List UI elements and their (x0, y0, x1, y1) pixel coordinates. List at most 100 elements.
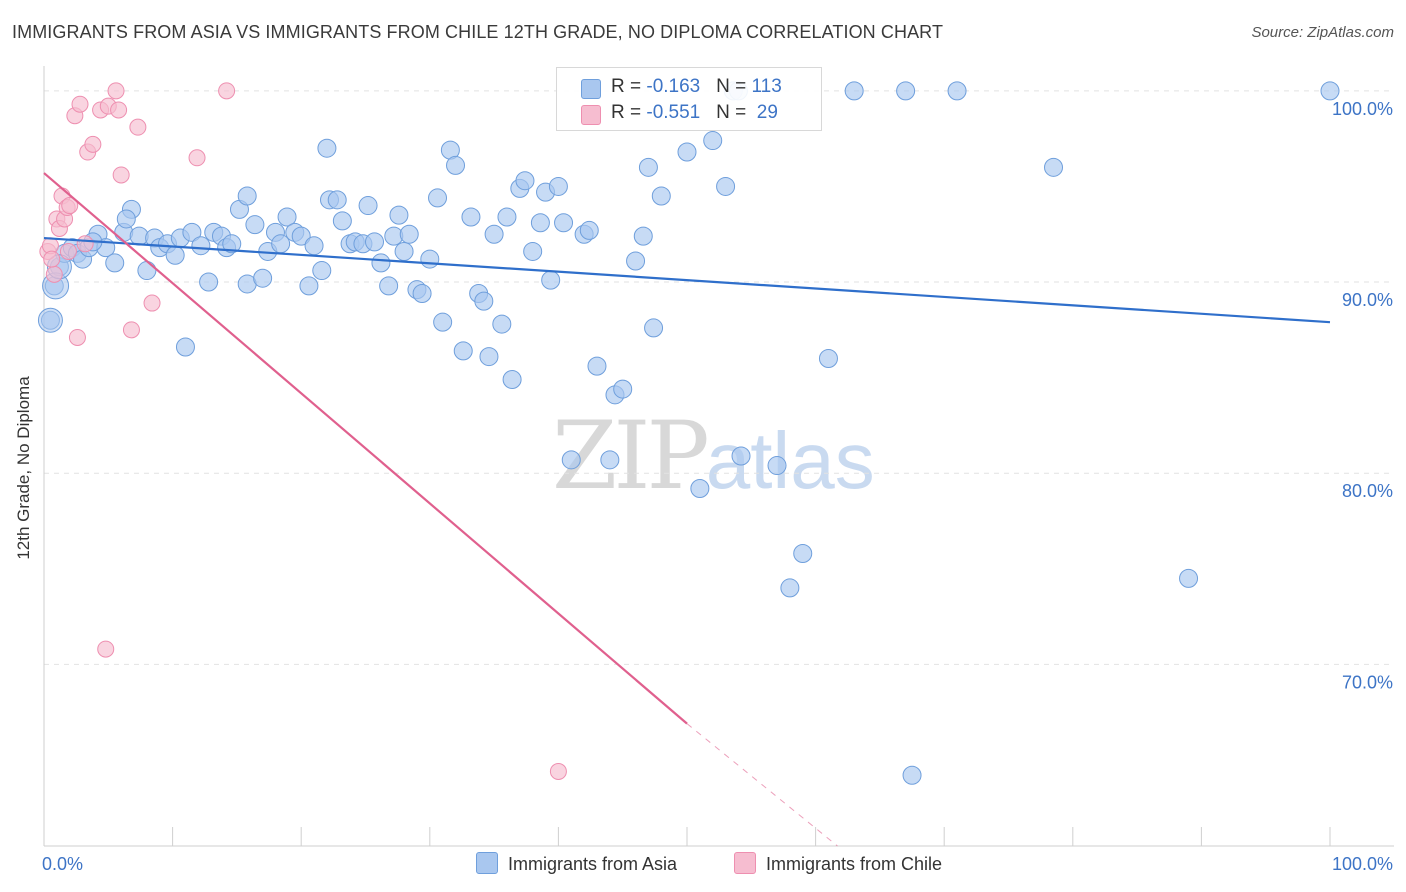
asia-point (165, 245, 185, 265)
asia-point (332, 211, 352, 231)
asia-point (479, 347, 499, 367)
asia-point (947, 81, 967, 101)
chile-point (218, 82, 236, 100)
asia-point (428, 188, 448, 208)
asia-point (1044, 157, 1064, 177)
asia-trend-line (43, 236, 1331, 324)
chile-point (76, 235, 94, 253)
bottom-legend-label-chile: Immigrants from Chile (766, 854, 943, 874)
asia-point (389, 205, 409, 225)
asia-point (358, 196, 378, 216)
asia-point (379, 276, 399, 296)
legend-asia-r-label: R = (611, 76, 647, 97)
bottom-legend-label-asia: Immigrants from Asia (508, 854, 678, 874)
legend-swatch-asia (581, 79, 601, 99)
asia-point (638, 157, 658, 177)
asia-point (902, 765, 922, 785)
asia-point (253, 268, 273, 288)
asia-point (182, 222, 202, 242)
asia-point (199, 272, 219, 292)
asia-point (587, 356, 607, 376)
bottom-legend-asia: Immigrants from Asia (476, 852, 677, 875)
chile-point (188, 149, 206, 167)
chile-point (129, 118, 147, 136)
asia-point (1320, 81, 1340, 101)
chile-point (122, 321, 140, 339)
asia-point-large (37, 307, 63, 333)
chile-point (549, 762, 567, 780)
asia-point (312, 261, 332, 281)
asia-point (327, 190, 347, 210)
x-tick-label-min: 0.0% (42, 854, 83, 874)
asia-point (530, 213, 550, 233)
asia-point (412, 284, 432, 303)
asia-point (371, 253, 391, 273)
bottom-legend-chile: Immigrants from Chile (734, 852, 942, 875)
chile-point (107, 82, 125, 100)
chile-point (112, 166, 130, 184)
asia-point (291, 226, 311, 246)
asia-point (116, 209, 136, 229)
asia-point (896, 81, 916, 101)
chile-trend-line (43, 172, 688, 725)
chile-point (110, 101, 128, 119)
chile-point (71, 95, 89, 113)
asia-point (579, 220, 599, 240)
chile-point (59, 242, 77, 260)
asia-point (502, 370, 522, 390)
bottom-legend-swatch-chile (734, 852, 756, 874)
asia-point (703, 131, 723, 151)
legend-swatch-chile (581, 105, 601, 125)
asia-point (237, 186, 257, 206)
asia-point (780, 578, 800, 598)
asia-point (690, 479, 710, 498)
asia-point (613, 379, 633, 399)
asia-point (523, 241, 543, 261)
asia-point (433, 312, 453, 332)
bottom-legend-swatch-asia (476, 852, 498, 874)
asia-point (304, 236, 324, 256)
asia-point (222, 234, 242, 254)
asia-point (191, 236, 211, 256)
chile-point (143, 294, 161, 312)
y-tick-label: 70.0% (1342, 672, 1393, 692)
correlation-legend: R = -0.163 N = 113 R = -0.551 N = 29 (556, 67, 822, 131)
asia-point (365, 232, 385, 252)
y-tick-label: 80.0% (1342, 481, 1393, 501)
asia-point (420, 249, 440, 269)
asia-point (651, 186, 671, 206)
asia-point (461, 207, 481, 227)
asia-point (541, 270, 561, 290)
asia-point (446, 155, 466, 175)
asia-point (554, 213, 574, 233)
asia-point (277, 207, 297, 227)
legend-chile-r-value: -0.551 (646, 102, 701, 123)
asia-point (644, 318, 664, 338)
chile-point (68, 328, 86, 346)
legend-chile-r-label: R = (611, 102, 647, 123)
x-tick-label-max: 100.0% (1332, 854, 1393, 874)
legend-chile-n-value: 29 (756, 102, 778, 123)
legend-asia-n-value: 113 (751, 76, 782, 97)
asia-point (299, 276, 319, 296)
y-tick-label: 90.0% (1342, 290, 1393, 310)
asia-point (484, 224, 504, 244)
asia-point (677, 142, 697, 162)
legend-chile-n-label: N = (716, 102, 752, 123)
chile-trend-extension (686, 723, 838, 847)
asia-point (245, 215, 265, 235)
chile-point (43, 250, 61, 268)
asia-point (474, 291, 494, 311)
chart-title: IMMIGRANTS FROM ASIA VS IMMIGRANTS FROM … (12, 22, 944, 42)
asia-point (1179, 568, 1199, 588)
asia-point (317, 138, 337, 158)
asia-point (844, 81, 864, 101)
asia-point (793, 544, 813, 563)
legend-asia-r-value: -0.163 (646, 76, 701, 97)
asia-point (105, 253, 125, 273)
chile-point (84, 135, 102, 153)
asia-point (633, 226, 653, 246)
source-label: Source: ZipAtlas.com (1251, 24, 1394, 41)
asia-point (731, 446, 751, 466)
asia-point (600, 450, 620, 470)
